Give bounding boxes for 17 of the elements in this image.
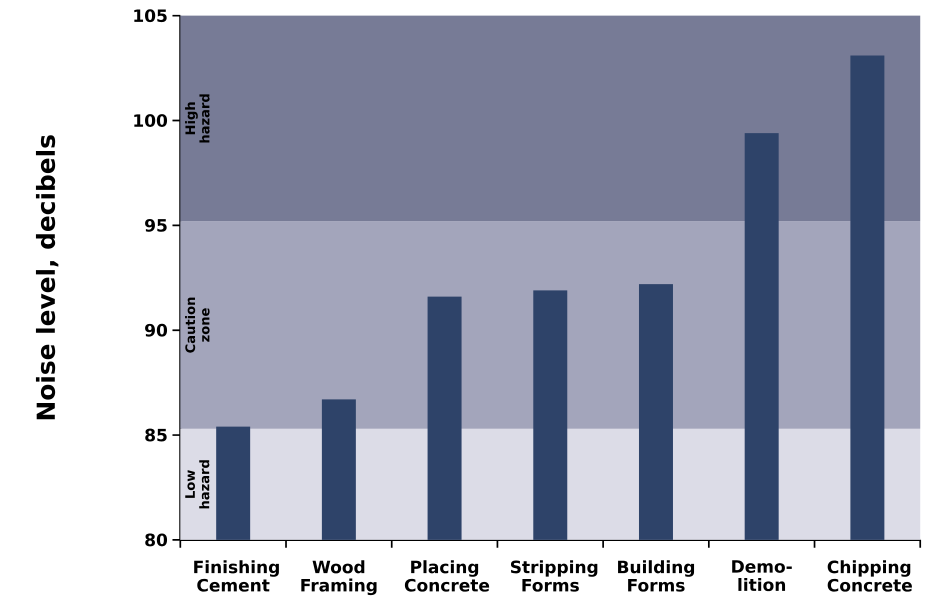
y-tick-label: 100 — [134, 114, 168, 128]
x-tick-label: Building Forms — [618, 560, 694, 592]
x-tick-label: Wood Framing — [301, 560, 377, 596]
x-tick-label: Demo-lition — [732, 560, 792, 592]
band-label: Low hazard — [185, 460, 210, 509]
y-tick-label: 90 — [145, 324, 168, 337]
y-axis-title: Noise level, decibels — [36, 135, 58, 420]
x-tick-label: Placing Concrete — [404, 560, 490, 592]
band-label: High hazard — [185, 94, 210, 143]
band-label: Caution zone — [185, 298, 210, 353]
y-tick-label: 85 — [145, 428, 167, 442]
x-tick-label: Chipping Concrete — [828, 560, 912, 592]
y-tick-label: 105 — [134, 9, 167, 22]
x-tick-label: Stripping Forms — [510, 560, 598, 592]
y-tick-label: 95 — [145, 219, 167, 232]
y-tick-label: 80 — [145, 534, 168, 547]
x-tick-label: Finishing Cement — [194, 560, 279, 592]
